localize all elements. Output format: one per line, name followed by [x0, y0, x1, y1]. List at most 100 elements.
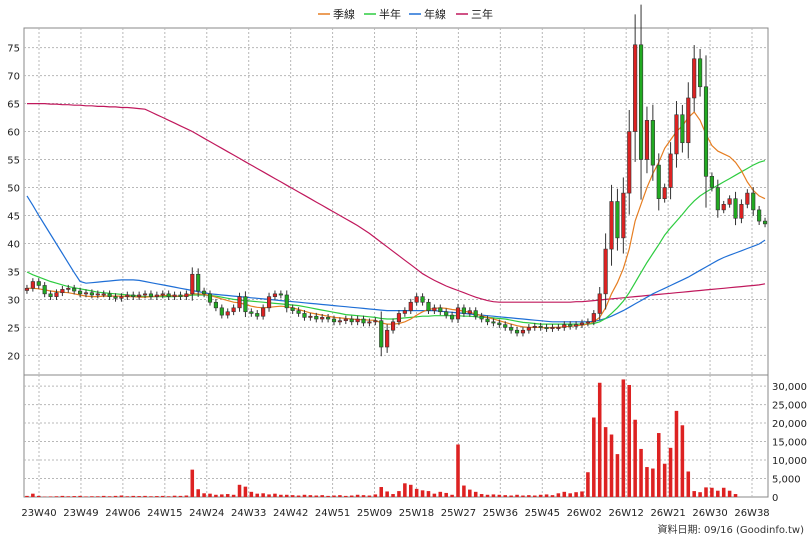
candle-body [745, 192, 750, 205]
candle-body [107, 293, 112, 297]
price-tick-label: 30 [7, 295, 20, 306]
candle-body [373, 320, 378, 323]
candle-body [703, 86, 709, 177]
volume-bar [84, 496, 88, 497]
volume-bar [627, 384, 632, 497]
candle-body [709, 176, 714, 188]
volume-bar [680, 425, 685, 497]
volume-bar [656, 433, 661, 497]
x-tick-label: 24W15 [147, 508, 182, 519]
volume-bar [592, 417, 596, 497]
volume-plot: 0 5,000 10,000 15,000 20,000 25,000 30,000 [23, 374, 807, 504]
volume-bar [716, 490, 720, 497]
candle-body [432, 307, 437, 311]
volume-bar [603, 427, 608, 497]
candle-body [721, 203, 726, 211]
volume-bar [231, 494, 236, 497]
candle-body [662, 187, 667, 200]
legend-label-year: 年線 [424, 7, 446, 21]
volume-bar [538, 494, 543, 497]
volume-bar [178, 495, 183, 497]
candle-body [148, 293, 154, 297]
candle-body [131, 294, 136, 297]
volume-bar [556, 493, 561, 497]
volume-bar [25, 495, 29, 497]
price-tick-label: 60 [7, 128, 20, 139]
candle-body [42, 285, 47, 295]
volume-bar [344, 495, 348, 497]
volume-bar [284, 494, 289, 497]
volume-bar [414, 488, 419, 497]
candle-body [261, 307, 266, 317]
volume-bar [36, 495, 41, 497]
volume-bar [137, 496, 141, 497]
candle-body [237, 296, 242, 309]
x-tick-label: 24W24 [189, 508, 224, 519]
volume-bar [107, 496, 112, 497]
volume-bar [403, 483, 407, 497]
volume-bar [349, 495, 354, 497]
candle-body [60, 289, 65, 294]
candle-body [467, 310, 472, 314]
volume-bar [113, 495, 118, 497]
x-tick-label: 25W36 [483, 508, 518, 519]
volume-bar [704, 487, 708, 497]
candle-body [231, 307, 236, 313]
volume-bar [214, 494, 218, 497]
volume-bar [119, 495, 124, 497]
candle-body [408, 301, 413, 311]
volume-tick-label: 5,000 [772, 475, 801, 486]
volume-bar [166, 496, 171, 497]
x-tick-label: 24W42 [273, 508, 308, 519]
candle-body [520, 329, 526, 334]
volume-bar [190, 469, 195, 497]
candle-body [550, 327, 555, 329]
candle-body [638, 44, 644, 160]
volume-bar [367, 495, 372, 497]
volume-bar [468, 489, 472, 497]
volume-bar [444, 492, 448, 497]
volume-bar [639, 448, 643, 497]
candle-body [591, 313, 596, 323]
price-tick-label: 20 [7, 351, 20, 362]
candle-body [509, 327, 514, 331]
candle-body [603, 248, 608, 295]
volume-bar [237, 484, 242, 497]
candle-body [379, 320, 384, 348]
candle-body [668, 153, 673, 188]
candle-body [621, 192, 626, 239]
candle-body [290, 307, 295, 311]
x-tick-label: 25W18 [399, 508, 434, 519]
candle-body [491, 321, 496, 324]
candle-body [213, 301, 218, 309]
volume-bar [261, 493, 265, 497]
candle-body [272, 293, 278, 297]
candlesticks [24, 4, 768, 357]
volume-bar [78, 495, 82, 497]
candle-body [331, 318, 337, 323]
volume-bar [609, 434, 614, 497]
volume-bar [397, 491, 401, 497]
volume-bar [320, 495, 324, 497]
candle-body [266, 296, 272, 309]
volume-bar [66, 496, 71, 497]
volume-bar [48, 496, 53, 497]
candle-body [101, 293, 106, 296]
volume-bar [243, 486, 248, 497]
legend: 季線 半年 年線 三年 [318, 7, 493, 21]
x-tick-label: 26W21 [650, 508, 685, 519]
volume-bar [31, 493, 35, 497]
price-tick-label: 70 [7, 72, 20, 83]
candle-body [219, 307, 224, 316]
candle-body [24, 287, 30, 291]
candle-body [225, 311, 230, 316]
volume-bar [326, 495, 330, 497]
candle-body [633, 44, 638, 132]
volume-bar [96, 496, 100, 497]
candle-body [48, 293, 53, 297]
volume-bar [503, 495, 508, 497]
candle-body [125, 294, 130, 297]
ma-year-line [26, 195, 766, 323]
price-y-ticks: 20 25 30 35 40 45 50 55 60 65 70 75 [7, 44, 20, 363]
